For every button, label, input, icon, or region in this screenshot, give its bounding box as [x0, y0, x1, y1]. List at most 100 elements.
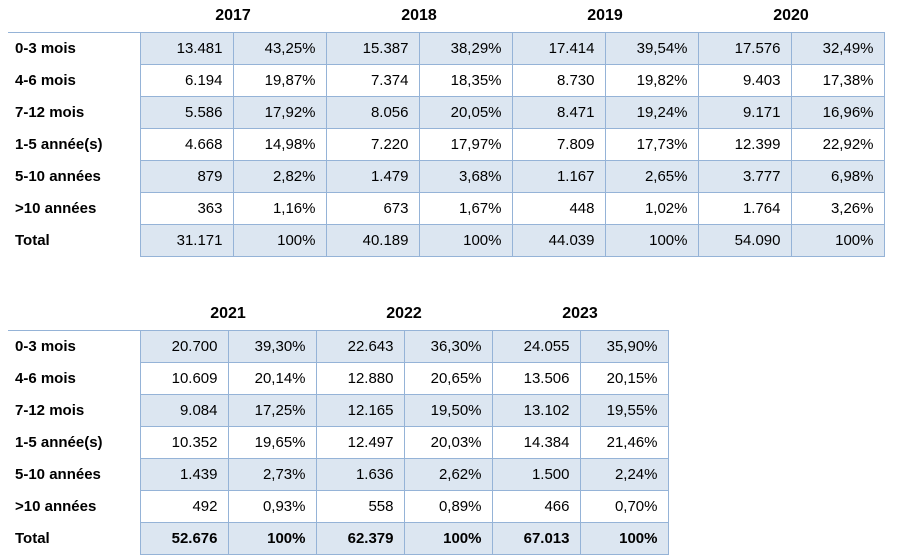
cell-count: 9.403	[697, 64, 792, 97]
cell-count: 62.379	[315, 522, 405, 555]
cell-percent: 1,16%	[232, 192, 327, 225]
cell-percent: 2,82%	[232, 160, 327, 193]
cell-count: 44.039	[511, 224, 606, 257]
cell-percent: 17,38%	[790, 64, 885, 97]
cell-percent: 0,70%	[579, 490, 669, 523]
cell-percent: 16,96%	[790, 96, 885, 129]
duration-table-2021-2023: 2021 2022 2023 0-3 mois 20.700 39,30% 22…	[8, 301, 669, 555]
cell-percent: 2,24%	[579, 458, 669, 491]
cell-count: 363	[139, 192, 234, 225]
cell-percent: 17,97%	[418, 128, 513, 161]
table-row-0-3-mois: 0-3 mois 20.700 39,30% 22.643 36,30% 24.…	[8, 330, 669, 363]
cell-percent: 35,90%	[579, 330, 669, 363]
cell-percent: 17,73%	[604, 128, 699, 161]
cell-percent: 100%	[232, 224, 327, 257]
cell-percent: 19,87%	[232, 64, 327, 97]
cell-percent: 22,92%	[790, 128, 885, 161]
cell-percent: 2,65%	[604, 160, 699, 193]
cell-count: 8.471	[511, 96, 606, 129]
cell-count: 3.777	[697, 160, 792, 193]
cell-count: 17.576	[697, 32, 792, 65]
cell-count: 54.090	[697, 224, 792, 257]
cell-count: 13.481	[139, 32, 234, 65]
cell-count: 673	[325, 192, 420, 225]
cell-count: 7.809	[511, 128, 606, 161]
year-header-2017: 2017	[140, 3, 326, 33]
cell-count: 12.165	[315, 394, 405, 427]
cell-count: 4.668	[139, 128, 234, 161]
cell-count: 13.102	[491, 394, 581, 427]
cell-count: 12.497	[315, 426, 405, 459]
row-label: 1-5 année(s)	[15, 434, 103, 451]
year-header-2023: 2023	[492, 301, 668, 331]
cell-percent: 6,98%	[790, 160, 885, 193]
table-row-7-12-mois: 7-12 mois 9.084 17,25% 12.165 19,50% 13.…	[8, 394, 669, 427]
cell-count: 466	[491, 490, 581, 523]
cell-count: 879	[139, 160, 234, 193]
cell-count: 5.586	[139, 96, 234, 129]
cell-percent: 14,98%	[232, 128, 327, 161]
cell-count: 15.387	[325, 32, 420, 65]
row-label: 1-5 année(s)	[15, 136, 103, 153]
cell-percent: 1,02%	[604, 192, 699, 225]
table-row-4-6-mois: 4-6 mois 10.609 20,14% 12.880 20,65% 13.…	[8, 362, 669, 395]
cell-percent: 36,30%	[403, 330, 493, 363]
cell-percent: 19,65%	[227, 426, 317, 459]
cell-count: 12.880	[315, 362, 405, 395]
duration-table-2017-2020: 2017 2018 2019 2020 0-3 mois 13.481 43,2…	[8, 3, 885, 257]
cell-percent: 3,68%	[418, 160, 513, 193]
cell-percent: 100%	[418, 224, 513, 257]
cell-count: 7.374	[325, 64, 420, 97]
cell-count: 9.084	[139, 394, 229, 427]
row-label: Total	[15, 530, 50, 547]
cell-percent: 39,30%	[227, 330, 317, 363]
cell-count: 52.676	[139, 522, 229, 555]
cell-percent: 32,49%	[790, 32, 885, 65]
table-row-gt10-annees: >10 années 363 1,16% 673 1,67% 448 1,02%…	[8, 192, 885, 225]
cell-count: 8.730	[511, 64, 606, 97]
year-header-2021: 2021	[140, 301, 316, 331]
cell-percent: 100%	[604, 224, 699, 257]
cell-percent: 20,65%	[403, 362, 493, 395]
corner-spacer	[8, 301, 140, 331]
cell-percent: 17,25%	[227, 394, 317, 427]
table-row-1-5-annees: 1-5 année(s) 10.352 19,65% 12.497 20,03%…	[8, 426, 669, 459]
cell-percent: 3,26%	[790, 192, 885, 225]
cell-percent: 18,35%	[418, 64, 513, 97]
cell-count: 20.700	[139, 330, 229, 363]
cell-count: 13.506	[491, 362, 581, 395]
cell-count: 6.194	[139, 64, 234, 97]
cell-count: 7.220	[325, 128, 420, 161]
cell-percent: 100%	[579, 522, 669, 555]
cell-percent: 2,73%	[227, 458, 317, 491]
cell-count: 558	[315, 490, 405, 523]
cell-count: 24.055	[491, 330, 581, 363]
cell-count: 10.352	[139, 426, 229, 459]
row-label: 0-3 mois	[15, 40, 76, 58]
cell-count: 31.171	[139, 224, 234, 257]
cell-count: 1.764	[697, 192, 792, 225]
table-row-5-10-annees: 5-10 années 879 2,82% 1.479 3,68% 1.167 …	[8, 160, 885, 193]
year-header-2019: 2019	[512, 3, 698, 33]
table-row-4-6-mois: 4-6 mois 6.194 19,87% 7.374 18,35% 8.730…	[8, 64, 885, 97]
cell-percent: 20,15%	[579, 362, 669, 395]
row-label: 0-3 mois	[15, 338, 76, 356]
row-label: Total	[15, 232, 50, 249]
cell-count: 22.643	[315, 330, 405, 363]
cell-count: 448	[511, 192, 606, 225]
table-row-total: Total 52.676 100% 62.379 100% 67.013 100…	[8, 522, 669, 555]
cell-count: 1.167	[511, 160, 606, 193]
cell-percent: 0,89%	[403, 490, 493, 523]
corner-spacer	[8, 3, 140, 33]
cell-count: 8.056	[325, 96, 420, 129]
cell-count: 17.414	[511, 32, 606, 65]
cell-count: 1.439	[139, 458, 229, 491]
cell-percent: 19,55%	[579, 394, 669, 427]
year-header-2018: 2018	[326, 3, 512, 33]
row-label: 7-12 mois	[15, 402, 85, 419]
cell-count: 1.479	[325, 160, 420, 193]
cell-percent: 20,14%	[227, 362, 317, 395]
cell-percent: 0,93%	[227, 490, 317, 523]
cell-count: 40.189	[325, 224, 420, 257]
